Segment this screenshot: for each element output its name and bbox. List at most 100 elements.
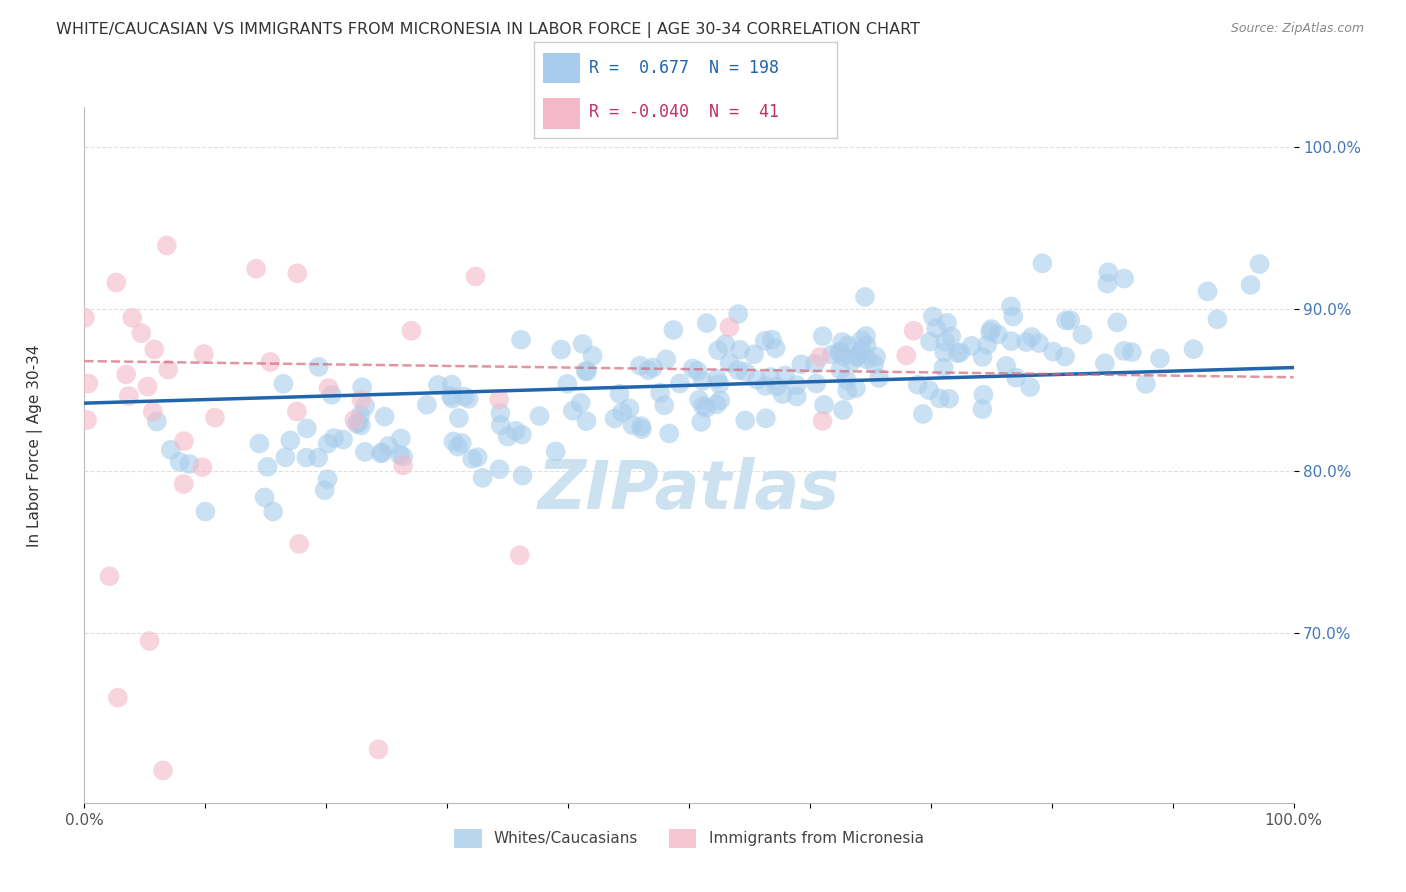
Point <box>253 491 276 505</box>
Point <box>288 537 311 551</box>
Point <box>941 329 963 343</box>
Point <box>979 325 1001 339</box>
Point <box>655 352 678 367</box>
Point <box>828 345 851 359</box>
Point <box>314 483 336 498</box>
Point <box>727 307 749 321</box>
Point <box>316 436 339 450</box>
Point <box>790 357 813 371</box>
Point <box>555 376 578 391</box>
Point <box>426 378 449 392</box>
Point <box>946 346 969 360</box>
Point <box>1206 312 1229 326</box>
Point <box>925 321 948 335</box>
Point <box>350 418 373 433</box>
Point <box>734 365 756 379</box>
Point <box>121 310 143 325</box>
Point <box>1197 285 1219 299</box>
Point <box>821 347 844 361</box>
Point <box>1097 265 1119 279</box>
Point <box>630 419 652 434</box>
Point <box>262 504 284 518</box>
Text: WHITE/CAUCASIAN VS IMMIGRANTS FROM MICRONESIA IN LABOR FORCE | AGE 30-34 CORRELA: WHITE/CAUCASIAN VS IMMIGRANTS FROM MICRO… <box>56 22 921 38</box>
Point <box>846 348 869 362</box>
Point <box>505 424 527 438</box>
Point <box>295 450 318 465</box>
Point <box>349 408 371 422</box>
Point <box>1042 344 1064 359</box>
Point <box>440 389 463 403</box>
Point <box>118 389 141 403</box>
Point <box>332 433 354 447</box>
Point <box>1239 277 1261 292</box>
Point <box>285 404 308 418</box>
Point <box>690 415 713 429</box>
Point <box>447 440 470 454</box>
Point <box>204 410 226 425</box>
Point <box>156 238 179 252</box>
Point <box>443 434 465 449</box>
Point <box>648 385 671 400</box>
Point <box>352 380 374 394</box>
Bar <box>543 98 579 128</box>
Point <box>837 338 859 352</box>
Point <box>401 324 423 338</box>
Point <box>143 343 166 357</box>
Point <box>851 333 873 347</box>
Point <box>582 349 605 363</box>
Point <box>786 378 808 392</box>
Point <box>323 431 346 445</box>
Point <box>621 418 644 433</box>
Point <box>688 392 710 407</box>
Point <box>759 370 782 384</box>
Point <box>709 393 731 408</box>
Point <box>471 471 494 485</box>
Point <box>259 355 281 369</box>
Point <box>765 379 787 393</box>
Point <box>544 444 567 458</box>
Point <box>370 446 392 460</box>
Point <box>811 414 834 428</box>
Point <box>830 363 852 377</box>
Point <box>995 359 1018 373</box>
Point <box>706 397 728 411</box>
Point <box>609 387 631 401</box>
Point <box>105 276 128 290</box>
Point <box>295 421 318 435</box>
Point <box>813 398 835 412</box>
Point <box>416 398 439 412</box>
Point <box>496 429 519 443</box>
Text: Source: ZipAtlas.com: Source: ZipAtlas.com <box>1230 22 1364 36</box>
Point <box>692 374 714 388</box>
Point <box>98 569 121 583</box>
Point <box>837 384 859 398</box>
Point <box>1182 342 1205 356</box>
Point <box>318 381 340 395</box>
Point <box>1000 334 1022 348</box>
Point <box>696 316 718 330</box>
Point <box>1249 257 1271 271</box>
Point <box>247 436 270 450</box>
Point <box>308 359 330 374</box>
Point <box>569 396 592 410</box>
Point <box>755 411 778 425</box>
Point <box>441 392 464 406</box>
Point <box>440 377 463 392</box>
Point <box>754 334 776 348</box>
Point <box>718 320 741 334</box>
Point <box>918 383 941 397</box>
Point <box>354 399 377 413</box>
Point <box>1135 376 1157 391</box>
Point <box>489 406 512 420</box>
Point <box>1094 356 1116 370</box>
Point <box>831 349 853 363</box>
Point <box>377 439 399 453</box>
Point <box>727 363 749 377</box>
Point <box>529 409 551 423</box>
Point <box>550 343 572 357</box>
Point <box>855 329 877 343</box>
Bar <box>543 53 579 83</box>
Point <box>841 354 863 368</box>
Point <box>173 477 195 491</box>
Point <box>152 764 174 778</box>
